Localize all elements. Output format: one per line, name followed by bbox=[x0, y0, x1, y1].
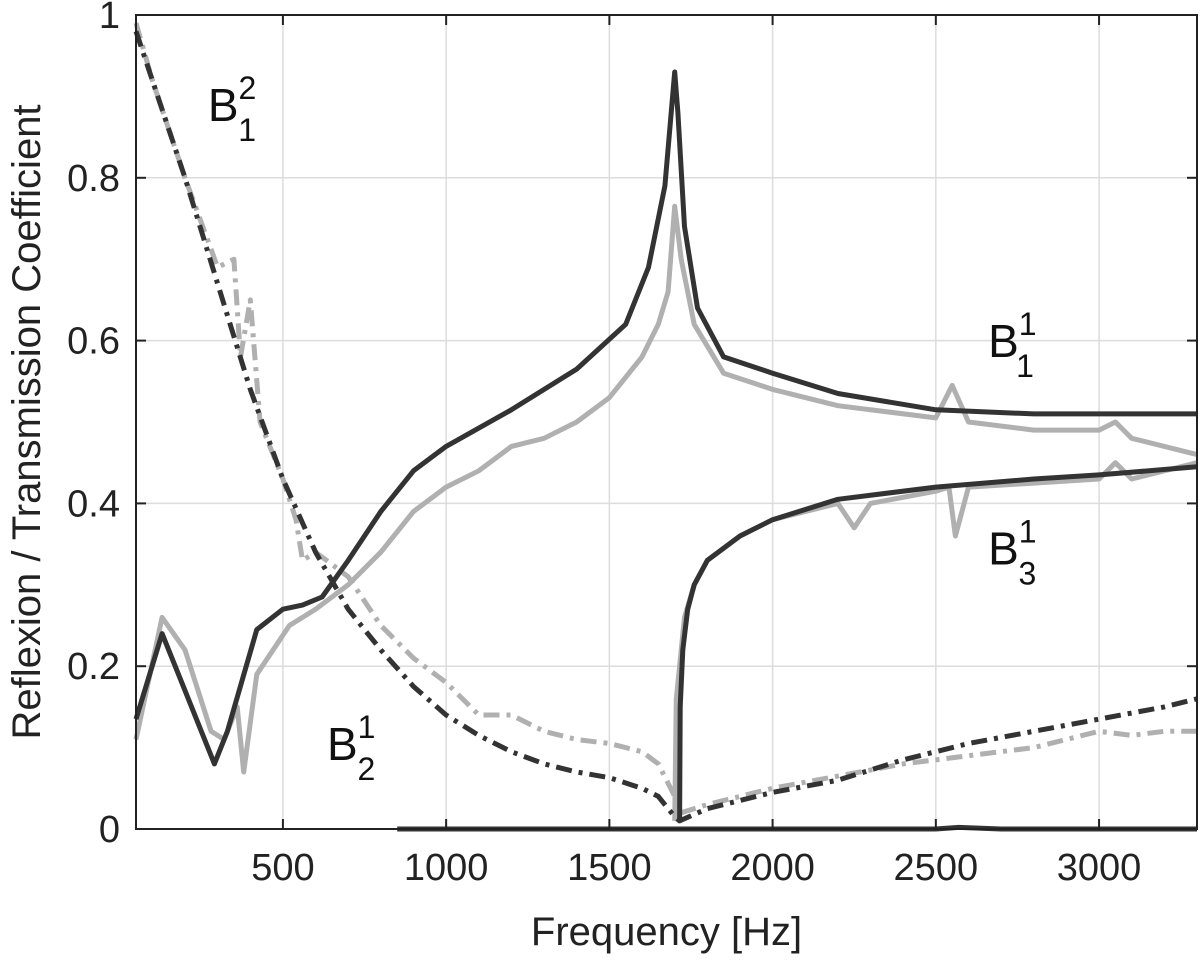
x-tick-label: 1000 bbox=[404, 847, 489, 889]
curve-label-2: B1 3 bbox=[988, 513, 1036, 591]
series-line-3 bbox=[133, 22, 1197, 816]
y-tick-label: 0.4 bbox=[67, 483, 120, 525]
x-tick-label: 500 bbox=[251, 847, 314, 889]
x-tick-label: 3000 bbox=[1057, 847, 1142, 889]
data-series bbox=[133, 22, 1198, 832]
series-line-0 bbox=[133, 69, 1197, 767]
y-tick-label: 0.8 bbox=[67, 158, 120, 200]
axis-ticks: 500 1000 1500 2000 2500 3000 0 0.2 0.4 0.6 0.8 1 bbox=[67, 0, 1197, 889]
curve-annotations: B2 1 B1 1 B1 3 B1 2 bbox=[208, 70, 1037, 787]
curve-label-1: B1 1 bbox=[988, 306, 1036, 384]
y-axis-label: Reflexion / Transmission Coefficient bbox=[5, 104, 49, 739]
x-tick-label: 2500 bbox=[894, 847, 979, 889]
x-tick-label: 2000 bbox=[730, 847, 815, 889]
y-tick-label: 1 bbox=[99, 0, 120, 37]
y-tick-label: 0.6 bbox=[67, 321, 120, 363]
series-line-1 bbox=[133, 203, 1198, 775]
series-line-5 bbox=[677, 464, 1198, 821]
x-tick-label: 1500 bbox=[567, 847, 652, 889]
curve-label-0: B2 1 bbox=[208, 70, 256, 148]
grid-lines bbox=[136, 14, 1197, 830]
y-tick-label: 0 bbox=[99, 809, 120, 851]
y-tick-label: 0.2 bbox=[67, 646, 120, 688]
curve-label-3: B1 2 bbox=[327, 709, 375, 787]
axes-box bbox=[135, 14, 1198, 830]
x-axis-label: Frequency [Hz] bbox=[531, 910, 802, 954]
